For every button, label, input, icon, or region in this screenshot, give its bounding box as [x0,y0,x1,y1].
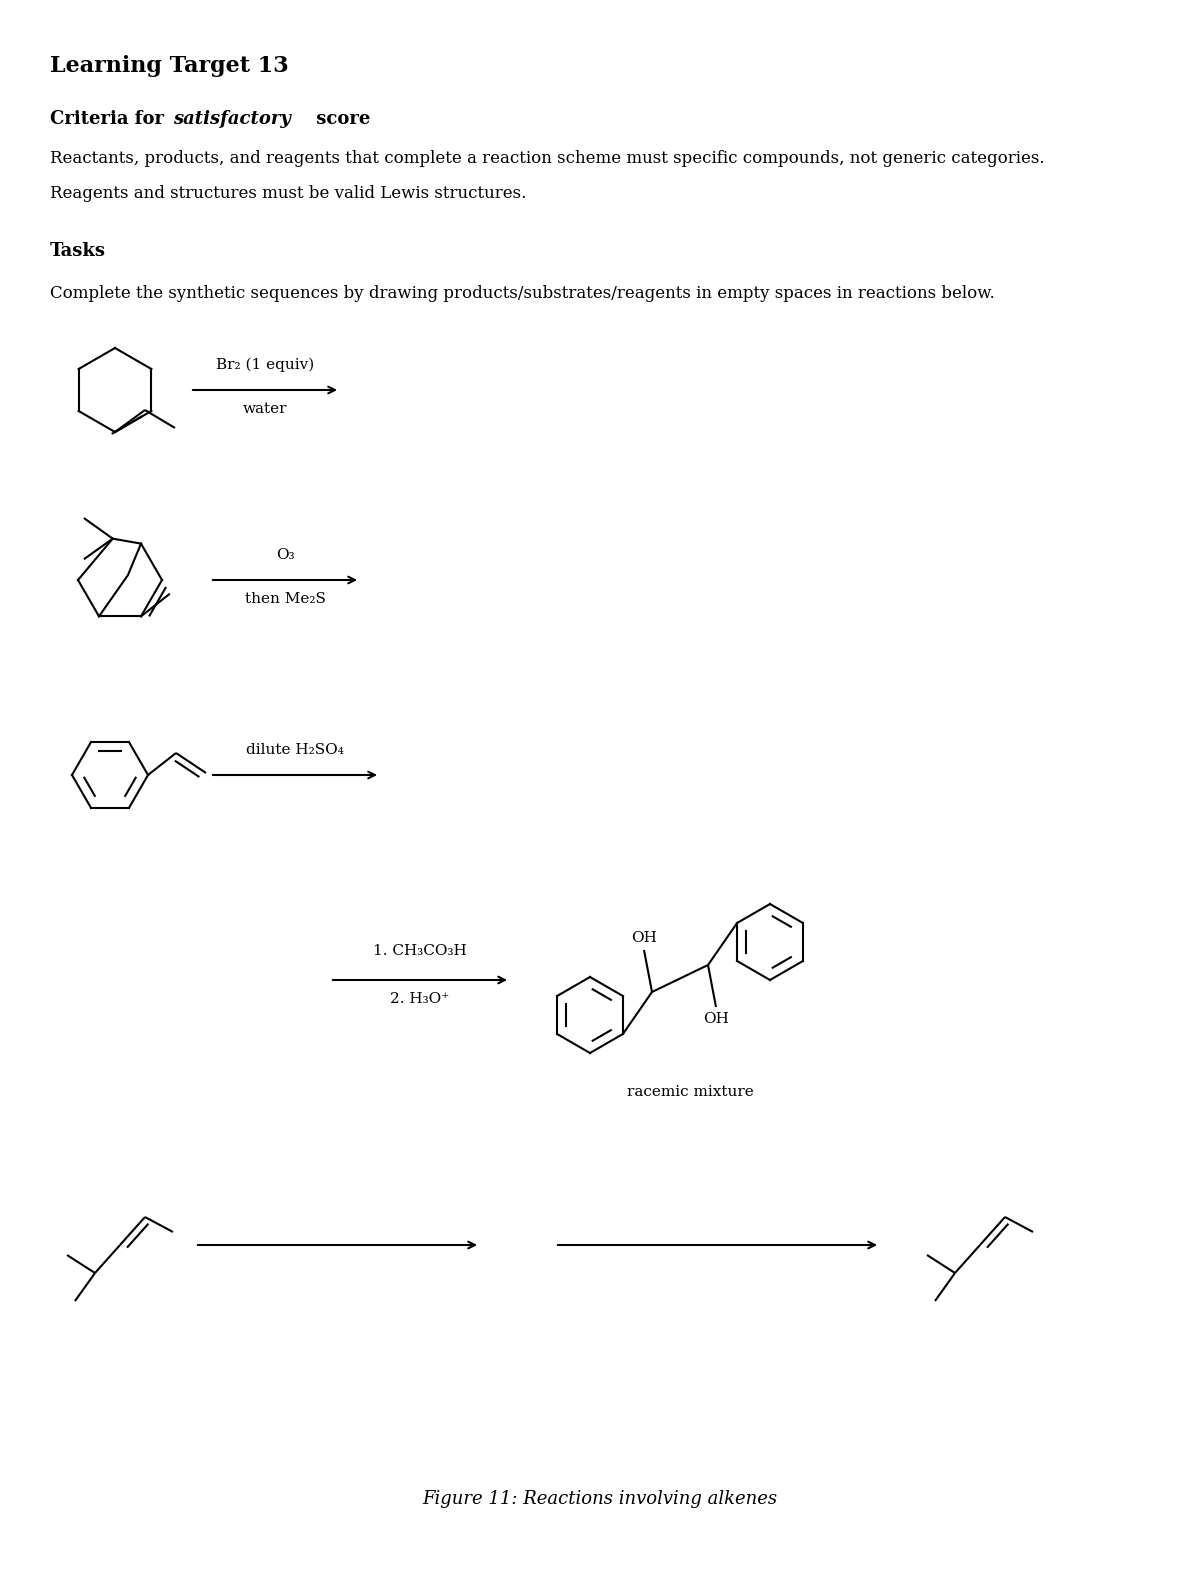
Text: 2. H₃O⁺: 2. H₃O⁺ [390,992,450,1006]
Text: Complete the synthetic sequences by drawing products/substrates/reagents in empt: Complete the synthetic sequences by draw… [50,285,995,303]
Text: satisfactory: satisfactory [173,109,290,128]
Text: OH: OH [631,930,656,945]
Text: O₃: O₃ [276,548,294,563]
Text: dilute H₂SO₄: dilute H₂SO₄ [246,743,344,758]
Text: Figure 11: Reactions involving alkenes: Figure 11: Reactions involving alkenes [422,1490,778,1507]
Text: racemic mixture: racemic mixture [626,1086,754,1098]
Text: water: water [242,403,287,415]
Text: then Me₂S: then Me₂S [245,593,325,605]
Text: Reactants, products, and reagents that complete a reaction scheme must specific : Reactants, products, and reagents that c… [50,151,1045,166]
Text: score: score [310,109,371,128]
Text: Tasks: Tasks [50,243,106,260]
Text: OH: OH [703,1011,728,1025]
Text: 1. CH₃CO₃H: 1. CH₃CO₃H [373,945,467,957]
Text: Reagents and structures must be valid Lewis structures.: Reagents and structures must be valid Le… [50,185,527,201]
Text: Criteria for: Criteria for [50,109,170,128]
Text: Learning Target 13: Learning Target 13 [50,55,289,78]
Text: Br₂ (1 equiv): Br₂ (1 equiv) [216,358,314,372]
